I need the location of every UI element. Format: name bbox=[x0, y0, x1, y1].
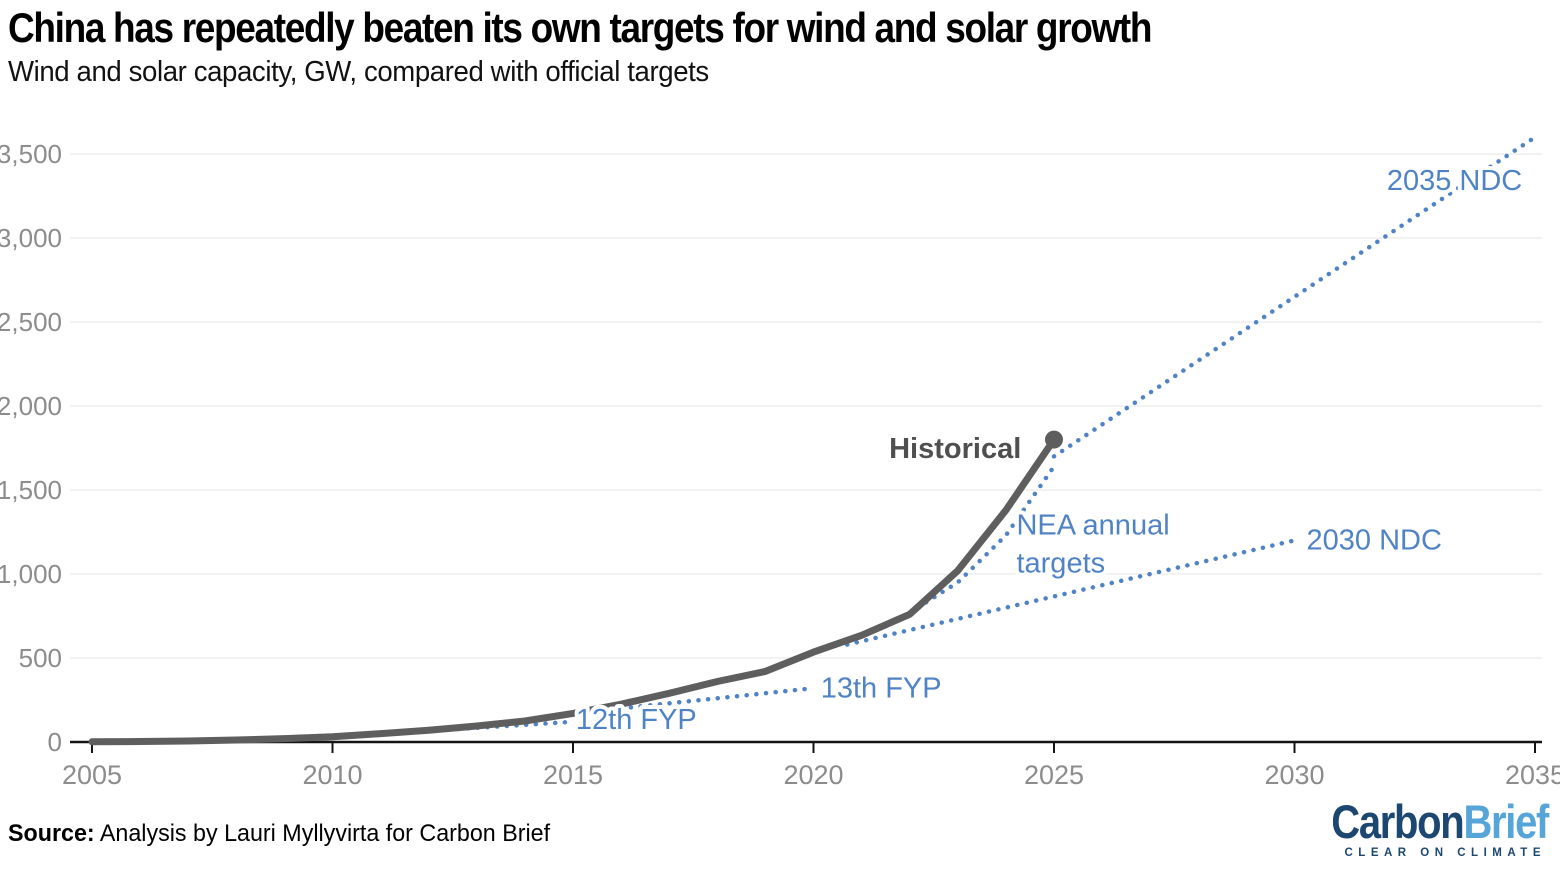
series-2030-ndc bbox=[844, 538, 1297, 647]
source-label: Source: bbox=[8, 820, 95, 847]
logo-carbon-text: Carbon bbox=[1331, 795, 1464, 848]
x-tick-label: 2035 bbox=[1505, 760, 1560, 790]
series-2035-ndc bbox=[1051, 134, 1538, 459]
y-tick-label: 1,000 bbox=[0, 559, 62, 589]
x-tick-label: 2020 bbox=[783, 760, 843, 790]
logo-brief-text: Brief bbox=[1463, 795, 1549, 848]
series-historical bbox=[88, 436, 1058, 746]
page-title: China has repeatedly beaten its own targ… bbox=[8, 4, 1153, 51]
label-nea-annual-targets: targets bbox=[1016, 547, 1105, 579]
x-tick-label: 2010 bbox=[302, 760, 362, 790]
x-tick-label: 2025 bbox=[1024, 760, 1084, 790]
y-tick-label: 3,000 bbox=[0, 223, 62, 253]
y-tick-label: 2,500 bbox=[0, 307, 62, 337]
page-subtitle: Wind and solar capacity, GW, compared wi… bbox=[8, 56, 709, 88]
x-tick-label: 2030 bbox=[1264, 760, 1324, 790]
logo-wordmark: CarbonBrief bbox=[1331, 795, 1549, 848]
x-tick-label: 2005 bbox=[62, 760, 122, 790]
carbon-brief-logo: CarbonBrief CLEAR ON CLIMATE bbox=[1293, 795, 1549, 859]
historical-endpoint-dot bbox=[1045, 430, 1063, 449]
label-13th-fyp: 13th FYP bbox=[821, 673, 942, 705]
y-tick-label: 500 bbox=[19, 643, 62, 673]
label-historical: Historical bbox=[889, 433, 1021, 465]
y-tick-label: 2,000 bbox=[0, 391, 62, 421]
source-note: Source: Analysis by Lauri Myllyvirta for… bbox=[8, 820, 550, 848]
series-nea-annual-targets bbox=[907, 464, 1057, 615]
label-2035-ndc: 2035 NDC bbox=[1387, 165, 1522, 197]
y-tick-label: 1,500 bbox=[0, 475, 62, 505]
label-12th-fyp: 12th FYP bbox=[576, 704, 697, 736]
logo-tagline: CLEAR ON CLIMATE bbox=[1344, 847, 1546, 859]
y-tick-label: 0 bbox=[48, 727, 62, 757]
source-text: Analysis by Lauri Myllyvirta for Carbon … bbox=[94, 820, 551, 847]
label-nea-annual-targets: NEA annual bbox=[1016, 509, 1169, 541]
y-tick-label: 3,500 bbox=[0, 139, 62, 169]
label-2030-ndc: 2030 NDC bbox=[1307, 524, 1442, 556]
x-tick-label: 2015 bbox=[543, 760, 603, 790]
